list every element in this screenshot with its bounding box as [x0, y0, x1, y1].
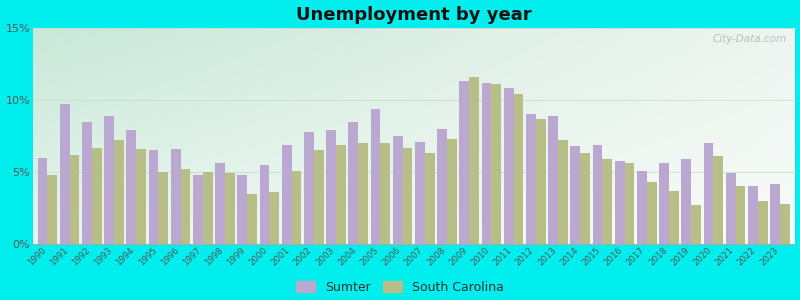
Bar	[47, 175, 57, 244]
Bar	[247, 194, 257, 244]
Bar	[238, 175, 247, 244]
Bar	[181, 169, 190, 244]
Bar	[770, 184, 780, 244]
Bar	[149, 150, 158, 244]
Bar	[526, 114, 536, 244]
Bar	[82, 122, 92, 244]
Bar	[381, 143, 390, 244]
Bar	[282, 145, 291, 244]
Bar	[482, 83, 491, 244]
Bar	[491, 84, 501, 244]
Bar	[726, 173, 736, 244]
Bar	[114, 140, 124, 244]
Bar	[714, 156, 723, 244]
Bar	[270, 192, 279, 244]
Bar	[748, 187, 758, 244]
Title: Unemployment by year: Unemployment by year	[296, 6, 531, 24]
Bar	[780, 204, 790, 244]
Bar	[70, 155, 79, 244]
Bar	[682, 159, 691, 244]
Bar	[593, 145, 602, 244]
Bar	[704, 143, 714, 244]
Bar	[393, 136, 402, 244]
Bar	[126, 130, 136, 244]
Bar	[202, 172, 213, 244]
Bar	[225, 173, 234, 244]
Bar	[60, 104, 70, 244]
Bar	[104, 116, 114, 244]
Bar	[158, 172, 168, 244]
Bar	[370, 109, 381, 244]
Bar	[625, 164, 634, 244]
Text: City-Data.com: City-Data.com	[713, 34, 787, 44]
Bar	[438, 129, 447, 244]
Bar	[504, 88, 514, 244]
Bar	[260, 165, 270, 244]
Bar	[193, 175, 202, 244]
Bar	[647, 182, 657, 244]
Bar	[558, 140, 568, 244]
Bar	[215, 164, 225, 244]
Bar	[92, 148, 102, 244]
Bar	[548, 116, 558, 244]
Bar	[447, 139, 457, 244]
Bar	[38, 158, 47, 244]
Bar	[570, 146, 580, 244]
Bar	[736, 187, 746, 244]
Bar	[470, 77, 479, 244]
Legend: Sumter, South Carolina: Sumter, South Carolina	[296, 281, 504, 294]
Bar	[425, 153, 434, 244]
Bar	[659, 164, 669, 244]
Bar	[304, 132, 314, 244]
Bar	[691, 205, 701, 244]
Bar	[314, 150, 323, 244]
Bar	[291, 171, 302, 244]
Bar	[349, 122, 358, 244]
Bar	[514, 94, 523, 244]
Bar	[637, 171, 647, 244]
Bar	[358, 143, 368, 244]
Bar	[536, 119, 546, 244]
Bar	[326, 130, 336, 244]
Bar	[136, 149, 146, 244]
Bar	[758, 201, 767, 244]
Bar	[402, 148, 412, 244]
Bar	[580, 153, 590, 244]
Bar	[602, 159, 612, 244]
Bar	[336, 145, 346, 244]
Bar	[415, 142, 425, 244]
Bar	[615, 160, 625, 244]
Bar	[669, 191, 678, 244]
Bar	[171, 149, 181, 244]
Bar	[459, 81, 470, 244]
